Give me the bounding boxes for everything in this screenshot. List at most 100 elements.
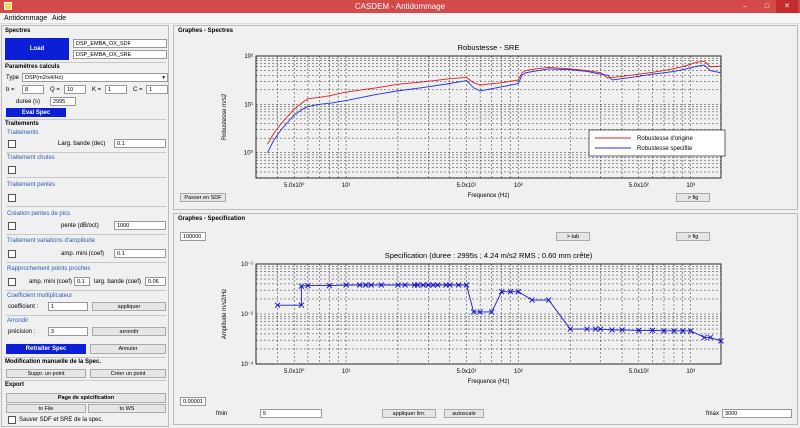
fmax-label: fmax <box>706 411 720 417</box>
annuler-button[interactable]: Annuler <box>90 344 166 354</box>
creer-point-button[interactable]: Créer un point <box>90 369 166 378</box>
menu-aide[interactable]: Aide <box>52 15 67 22</box>
spec-chart[interactable]: 5.0x10⁰ 10¹ 5.0x10¹ 10² 5.0x10² 10³ 10⁻¹ 10⁻² 10… <box>174 214 799 426</box>
data-point-marker <box>529 297 535 303</box>
duree-label: duree (s) <box>16 99 41 105</box>
val-top-field[interactable]: 100000 <box>180 232 206 241</box>
graph2-panel: Graphes - Specification 5.0x10⁰ 10¹ 5.0x10… <box>173 213 798 425</box>
sdf-file-field[interactable]: DSP_EMBA_OX_SDF <box>73 39 167 48</box>
menu-antidommage[interactable]: Antidommage <box>4 15 48 22</box>
data-point-marker <box>402 282 408 288</box>
variations-title: Traitement variations d'amplitude <box>7 238 95 244</box>
traitements-checkbox[interactable] <box>8 140 16 148</box>
appliquer-lim-button[interactable]: appliquer lim. <box>382 409 436 418</box>
data-point-marker <box>305 282 311 289</box>
graph1-fig-button[interactable]: > fig <box>676 193 710 202</box>
minimize-icon[interactable]: – <box>743 3 747 10</box>
data-point-marker <box>507 288 514 295</box>
pentes-checkbox[interactable] <box>8 194 16 202</box>
data-point-marker <box>378 282 385 288</box>
suppr-point-button[interactable]: Suppr. un point <box>6 369 86 378</box>
sre-file-field[interactable]: DSP_EMBA_OX_SRE <box>73 50 167 59</box>
legend-box <box>588 129 726 157</box>
x-tick-label: 10¹ <box>342 369 351 375</box>
x-tick-label: 5.0x10² <box>629 369 649 375</box>
close-icon[interactable]: ✕ <box>776 0 798 13</box>
eval-spec-button[interactable]: Eval Spec <box>6 108 66 117</box>
larg-bande-coef-field[interactable]: 0.06 <box>145 277 166 286</box>
data-point-marker <box>567 326 574 332</box>
creation-pentes-title: Création pentes de pics <box>7 211 71 217</box>
type-label: Type <box>6 75 20 81</box>
fmin-label: fmin <box>216 411 228 417</box>
params-title: Paramètres calculs <box>5 64 60 70</box>
val-bottom-field[interactable]: 0.00001 <box>180 397 206 406</box>
retraiter-spec-button[interactable]: Retraiter Spec <box>6 344 86 354</box>
maximize-icon[interactable]: □ <box>764 3 770 10</box>
data-point-marker <box>298 283 305 290</box>
app-icon <box>4 2 12 10</box>
arrondir-button[interactable]: arrondir <box>92 327 166 336</box>
appliquer-button[interactable]: appliquer <box>92 302 166 311</box>
chutes-checkbox[interactable] <box>8 166 16 174</box>
plot-frame <box>255 55 722 179</box>
left-panel: Spectres Load DSP_EMBA_OX_SDF DSP_EMBA_O… <box>1 25 169 427</box>
precision-field[interactable]: 3 <box>48 327 88 336</box>
data-point-marker <box>434 282 441 288</box>
data-point-marker <box>395 282 401 288</box>
x-tick-label: 10² <box>514 183 523 189</box>
q-field[interactable]: 10 <box>64 85 86 94</box>
to-file-button[interactable]: to File <box>6 404 86 413</box>
pentes-title: Traitement pentes <box>7 182 56 188</box>
data-point-marker <box>463 282 470 288</box>
amp-mini-field[interactable]: 0.1 <box>114 249 166 258</box>
duree-field[interactable]: 2995 <box>50 97 76 106</box>
load-button[interactable]: Load <box>5 38 69 60</box>
c-label: C = <box>133 87 143 93</box>
legend-label: Robustesse specifite <box>637 146 693 152</box>
data-point-marker <box>498 288 505 295</box>
fmax-field[interactable]: 3000 <box>722 409 792 418</box>
traitements-sub-title: Traitements <box>7 130 39 136</box>
y-axis-label: Robustesse m/s2 <box>222 93 228 140</box>
chart-title: Specification (duree : 2995s ; 4.24 m/s2… <box>385 251 593 260</box>
sauver-checkbox[interactable] <box>8 416 16 424</box>
larg-bande-field[interactable]: 0.1 <box>114 139 166 148</box>
passer-sdf-button[interactable]: Passer en SDF <box>180 193 226 202</box>
data-point-marker <box>430 282 436 288</box>
data-point-marker <box>356 282 363 288</box>
window-title: CASDEM - Antidommage <box>354 2 446 11</box>
export-title: Export <box>5 382 25 388</box>
amp-mini-field-2[interactable]: 0.1 <box>74 277 90 286</box>
variations-checkbox[interactable] <box>8 250 16 258</box>
graph1-panel: Graphes - Spectres 5.0x10⁰ 10¹ 5.0x10¹ 10² 5… <box>173 25 798 210</box>
data-point-marker <box>343 282 349 288</box>
tab-button[interactable]: > tab <box>556 232 590 241</box>
graph1-group-title: Graphes - Spectres <box>178 28 234 34</box>
amp-mini-label: amp. mini (coef) <box>61 251 105 257</box>
pente-label: pente (dB/oct) <box>61 223 99 229</box>
y-tick-label: 10² <box>244 54 253 60</box>
data-point-marker <box>414 282 421 288</box>
x-axis-label: Frequence (Hz) <box>468 379 510 385</box>
sre-chart[interactable]: 5.0x10⁰ 10¹ 5.0x10¹ 10² 5.0x10² 10³ 10² 10¹ 10⁰ R… <box>174 26 799 211</box>
c-field[interactable]: 1 <box>146 85 168 94</box>
type-select[interactable]: DSP(m2/s4/Hz) ▾ <box>22 73 168 82</box>
page-spec-button[interactable]: Page de spécification <box>6 393 166 403</box>
rapprochement-checkbox[interactable] <box>8 278 16 286</box>
coefficient-field[interactable]: 1 <box>48 302 88 311</box>
b-field[interactable]: 8 <box>22 85 44 94</box>
data-point-marker <box>609 327 615 333</box>
k-field[interactable]: 1 <box>105 85 127 94</box>
data-point-marker <box>718 338 724 344</box>
chutes-title: Traitement chutes <box>7 155 55 161</box>
autoscale-button[interactable]: autoscale <box>444 409 484 418</box>
fmin-field[interactable]: 5 <box>260 409 322 418</box>
traitements-title: Traitements <box>5 121 39 127</box>
series-line-1 <box>267 64 722 153</box>
to-ws-button[interactable]: to WS <box>88 404 166 413</box>
graph2-fig-button[interactable]: > fig <box>676 232 710 241</box>
menu-bar: Antidommage Aide <box>0 13 800 24</box>
pente-field[interactable]: 1000 <box>114 221 166 230</box>
creation-pentes-checkbox[interactable] <box>8 222 16 230</box>
